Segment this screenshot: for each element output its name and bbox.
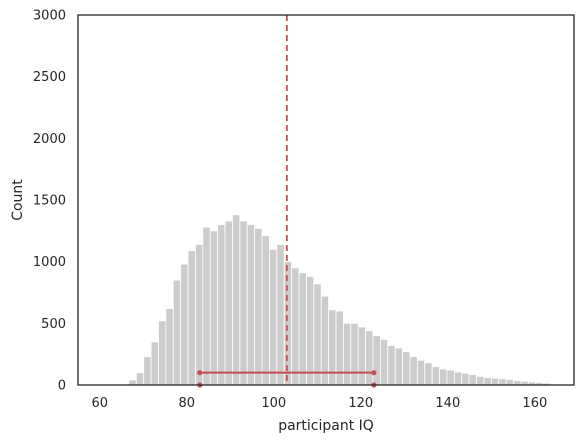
histogram-bar: [254, 227, 263, 386]
histogram-bar: [180, 263, 189, 386]
x-tick-label: 60: [91, 396, 108, 411]
histogram-bar: [165, 308, 174, 386]
histogram-bar: [387, 345, 396, 386]
histogram-bar: [298, 272, 307, 386]
histogram-bar: [246, 224, 256, 386]
histogram-bar: [328, 309, 337, 386]
histogram-bar: [335, 310, 344, 386]
interval-end-marker: [371, 370, 377, 376]
histogram-bar: [468, 374, 477, 386]
histogram-bar: [505, 379, 514, 386]
histogram-bar: [416, 359, 426, 386]
histogram-bar: [143, 356, 152, 386]
histogram-bar: [424, 362, 433, 386]
x-tick-label: 160: [522, 396, 547, 411]
x-axis-ticks: 60 80 100 120 140 160: [91, 396, 547, 411]
histogram-bar: [202, 226, 211, 386]
histogram-bar: [209, 230, 219, 386]
histogram-bar: [306, 276, 315, 386]
histogram-bar: [498, 378, 507, 386]
histogram-bar: [476, 375, 485, 386]
overlays: [197, 15, 377, 388]
histogram-bar: [446, 369, 455, 386]
histogram-bar: [343, 322, 352, 386]
histogram-bar: [313, 283, 322, 386]
histogram-bar: [291, 267, 300, 386]
x-tick-label: 140: [435, 396, 460, 411]
y-axis-label: Count: [10, 179, 26, 221]
histogram-bar: [150, 341, 159, 386]
histogram-bar: [172, 279, 182, 386]
histogram-bar: [483, 377, 492, 386]
interval-start-marker: [197, 370, 203, 376]
y-tick-label: 500: [41, 317, 66, 332]
histogram-bar: [402, 351, 411, 386]
histogram-bars: [128, 214, 551, 386]
x-tick-label: 120: [348, 396, 373, 411]
plot-frame: [77, 14, 575, 386]
histogram-bar: [439, 368, 448, 386]
x-tick-label: 80: [178, 396, 195, 411]
y-tick-label: 1500: [33, 194, 66, 209]
y-tick-label: 2500: [33, 70, 66, 85]
histogram-bar: [195, 243, 204, 386]
histogram-bar: [357, 326, 366, 386]
histogram-bar: [261, 235, 270, 386]
histogram-bar: [276, 243, 285, 386]
histogram-bar: [379, 338, 389, 386]
histogram-bar: [232, 214, 241, 386]
y-axis-ticks: 0 500 1000 1500 2000 2500 3000: [33, 9, 66, 394]
histogram-bar: [394, 347, 403, 386]
histogram-bar: [453, 371, 463, 386]
histogram-bar: [365, 330, 374, 386]
histogram-bar: [490, 377, 500, 386]
x-axis-label: participant IQ: [278, 418, 374, 434]
histogram-bar: [283, 261, 293, 386]
histogram-bar: [372, 335, 381, 386]
histogram-bar: [217, 224, 226, 386]
y-tick-label: 3000: [33, 9, 66, 24]
histogram-bar: [128, 379, 137, 386]
histogram-bar: [224, 220, 233, 386]
histogram-bar: [187, 250, 196, 386]
histogram-bar: [409, 356, 418, 386]
histogram-bar: [461, 372, 470, 386]
histogram-bar: [350, 322, 359, 386]
y-tick-label: 1000: [33, 255, 66, 270]
x-tick-label: 100: [261, 396, 286, 411]
y-tick-label: 2000: [33, 132, 66, 147]
histogram-bar: [239, 220, 248, 386]
histogram-bar: [431, 366, 440, 386]
histogram-bar: [135, 372, 145, 386]
histogram-bar: [158, 320, 167, 386]
histogram-bar: [269, 248, 278, 386]
y-tick-label: 0: [58, 379, 66, 394]
